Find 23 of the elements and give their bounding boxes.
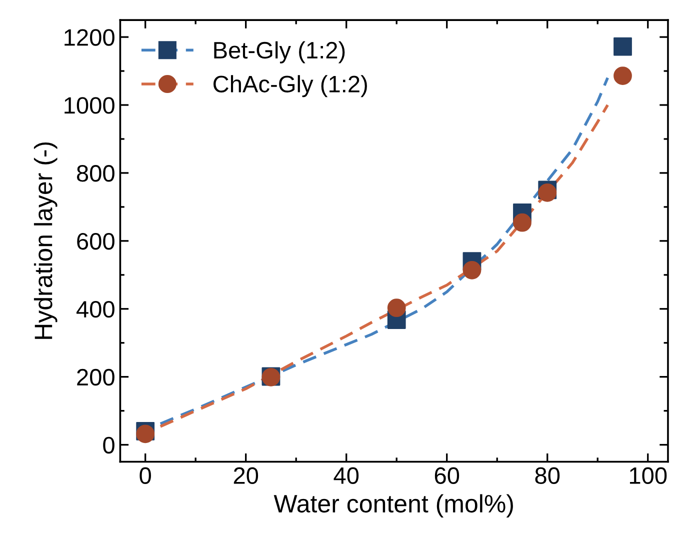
y-tick-label: 200 (77, 368, 114, 386)
x-axis-title: Water content (mol%) (274, 494, 513, 518)
y-tick-label: 400 (76, 300, 114, 318)
x-tick-label: 80 (535, 467, 560, 484)
y-tick-label: 0 (103, 436, 114, 454)
y-tick-label: 1200 (64, 29, 114, 46)
point (462, 260, 482, 280)
y-tick-label: 600 (77, 232, 114, 250)
y-tick-label: 800 (76, 165, 114, 182)
x-tick-label: 0 (140, 467, 151, 484)
x-tick-label: 100 (630, 467, 667, 484)
legend-label: ChAc-Gly (1:2) (213, 75, 367, 98)
point (513, 213, 532, 232)
x-tick-label: 20 (234, 467, 258, 484)
y-tick-label: 1000 (64, 97, 114, 114)
y-axis-title: Hydration layer (-) (34, 142, 58, 339)
point (614, 37, 632, 56)
x-tick-label: 60 (434, 467, 460, 484)
point (387, 298, 406, 318)
point (136, 424, 155, 444)
point (614, 66, 632, 85)
x-tick-label: 40 (334, 467, 359, 484)
legend-label: Bet-Gly (1:2) (214, 41, 345, 64)
